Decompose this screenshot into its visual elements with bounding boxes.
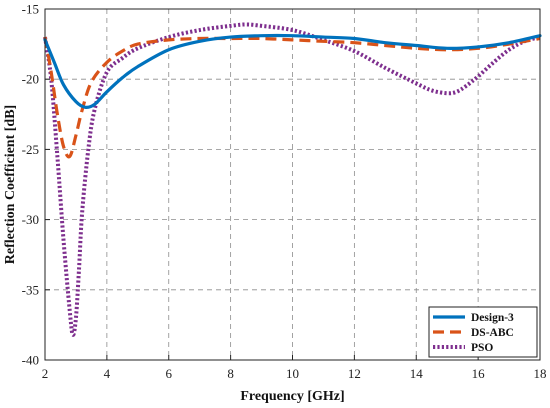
- series-layer: [43, 22, 542, 337]
- tick-layer: 2 4 6 8 10 12 14 16 18 -15 -20 -25 -30 -35 -40: [22, 2, 547, 382]
- y-tick-label: -15: [22, 2, 39, 17]
- x-tick-label: 10: [286, 366, 299, 381]
- x-tick-label: 2: [42, 366, 49, 381]
- y-tick-label: -35: [22, 282, 39, 297]
- series-line-design-3: [43, 33, 542, 110]
- y-tick-label: -20: [22, 72, 39, 87]
- y-tick-label: -30: [22, 212, 39, 227]
- grid-layer: [45, 9, 540, 360]
- x-tick-label: 12: [348, 366, 361, 381]
- legend: Design-3 DS-ABC PSO: [428, 306, 538, 358]
- legend-label: DS-ABC: [471, 327, 514, 339]
- x-axis-title: Frequency [GHz]: [240, 389, 344, 404]
- y-axis-title: Reflection Coefficient [dB]: [3, 105, 18, 264]
- legend-label: Design-3: [471, 312, 514, 324]
- x-tick-label: 14: [410, 366, 424, 381]
- legend-label: PSO: [471, 342, 493, 354]
- x-tick-label: 18: [534, 366, 547, 381]
- y-tick-label: -25: [22, 142, 39, 157]
- x-tick-label: 8: [227, 366, 234, 381]
- series-line-pso: [43, 22, 541, 337]
- x-tick-label: 4: [104, 366, 111, 381]
- series-line-ds-abc: [43, 36, 541, 159]
- x-tick-label: 6: [166, 366, 173, 381]
- y-tick-label: -40: [22, 353, 39, 368]
- x-tick-label: 16: [472, 366, 486, 381]
